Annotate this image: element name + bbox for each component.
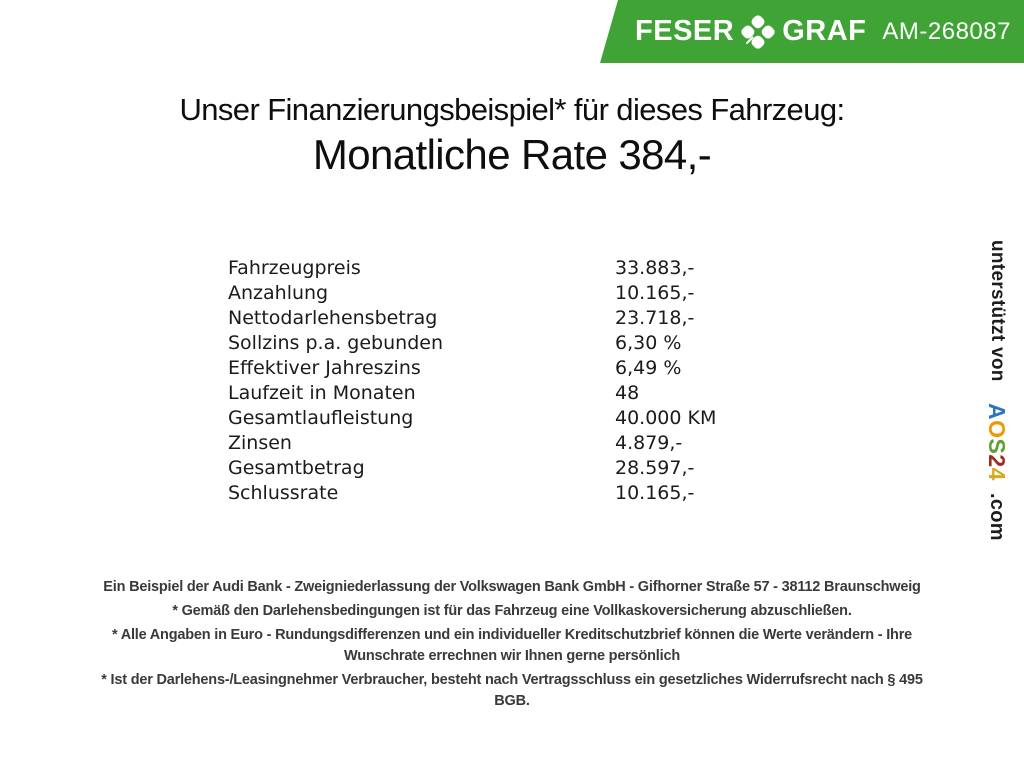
clover-icon bbox=[741, 14, 775, 49]
aos24-logo-letter: 4 bbox=[984, 467, 1010, 482]
table-row: Schlussrate 10.165,- bbox=[228, 481, 716, 506]
row-label: Schlussrate bbox=[228, 482, 339, 504]
financing-table: Fahrzeugpreis 33.883,- Anzahlung 10.165,- … bbox=[228, 256, 716, 506]
row-label: Effektiver Jahreszins bbox=[228, 357, 421, 379]
row-value: 10.165,- bbox=[615, 482, 695, 504]
table-row: Gesamtbetrag 28.597,- bbox=[228, 456, 716, 481]
row-label: Laufzeit in Monaten bbox=[228, 382, 416, 404]
row-label: Gesamtbetrag bbox=[228, 457, 365, 479]
row-label: Anzahlung bbox=[228, 282, 329, 304]
table-row: Anzahlung 10.165,- bbox=[228, 281, 716, 306]
dealer-brand-feser: FESER bbox=[635, 15, 735, 47]
aos24-logo-letter: A bbox=[984, 403, 1010, 421]
row-value: 23.718,- bbox=[615, 307, 695, 329]
heading-block: Unser Finanzierungsbeispiel* für dieses … bbox=[0, 92, 1024, 179]
row-value: 10.165,- bbox=[615, 282, 695, 304]
financing-example-title: Unser Finanzierungsbeispiel* für dieses … bbox=[179, 92, 845, 127]
aos24-domain-suffix: .com bbox=[986, 492, 1008, 541]
vehicle-id-badge: AM-268087 bbox=[882, 17, 1011, 45]
row-value: 28.597,- bbox=[615, 457, 695, 479]
row-label: Gesamtlaufleistung bbox=[228, 407, 414, 429]
table-row: Effektiver Jahreszins 6,49 % bbox=[228, 356, 716, 381]
row-value: 33.883,- bbox=[615, 257, 695, 279]
monthly-rate-title: Monatliche Rate 384,- bbox=[312, 131, 712, 178]
table-row: Nettodarlehensbetrag 23.718,- bbox=[228, 306, 716, 331]
row-label: Fahrzeugpreis bbox=[228, 257, 361, 279]
row-value: 40.000 KM bbox=[615, 407, 717, 429]
dealer-banner: FESER GRAF AM-268087 bbox=[600, 0, 1024, 63]
row-value: 6,30 % bbox=[615, 332, 682, 354]
table-row: Gesamtlaufleistung 40.000 KM bbox=[228, 406, 716, 431]
row-label: Sollzins p.a. gebunden bbox=[228, 332, 443, 354]
row-value: 4.879,- bbox=[615, 432, 683, 454]
legal-footer: Ein Beispiel der Audi Bank - Zweignieder… bbox=[97, 577, 927, 715]
legal-text-line: Ein Beispiel der Audi Bank - Zweignieder… bbox=[103, 579, 921, 595]
legal-text-line: * Gemäß den Darlehensbedingungen ist für… bbox=[172, 603, 852, 619]
legal-text-line: * Ist der Darlehens-/Leasingnehmer Verbr… bbox=[101, 672, 923, 709]
aos24-logo-letter: 2 bbox=[984, 454, 1010, 468]
table-row: Zinsen 4.879,- bbox=[228, 431, 716, 456]
aos24-logo-letter: S bbox=[984, 438, 1010, 455]
aos24-logo-letter: O bbox=[984, 420, 1010, 439]
table-row: Laufzeit in Monaten 48 bbox=[228, 381, 716, 406]
row-label: Nettodarlehensbetrag bbox=[228, 307, 438, 329]
supported-by-label: unterstützt von bbox=[987, 240, 1008, 382]
row-value: 48 bbox=[615, 382, 640, 404]
supported-by-sidebar: unterstützt von AOS24 .com bbox=[980, 240, 1014, 750]
dealer-brand-graf: GRAF bbox=[782, 15, 867, 47]
legal-text-line: * Alle Angaben in Euro - Rundungsdiffere… bbox=[111, 627, 913, 664]
table-row: Fahrzeugpreis 33.883,- bbox=[228, 256, 716, 281]
row-label: Zinsen bbox=[228, 432, 292, 454]
row-value: 6,49 % bbox=[615, 357, 682, 379]
aos24-logo: AOS24 bbox=[980, 403, 1014, 481]
table-row: Sollzins p.a. gebunden 6,30 % bbox=[228, 331, 716, 356]
